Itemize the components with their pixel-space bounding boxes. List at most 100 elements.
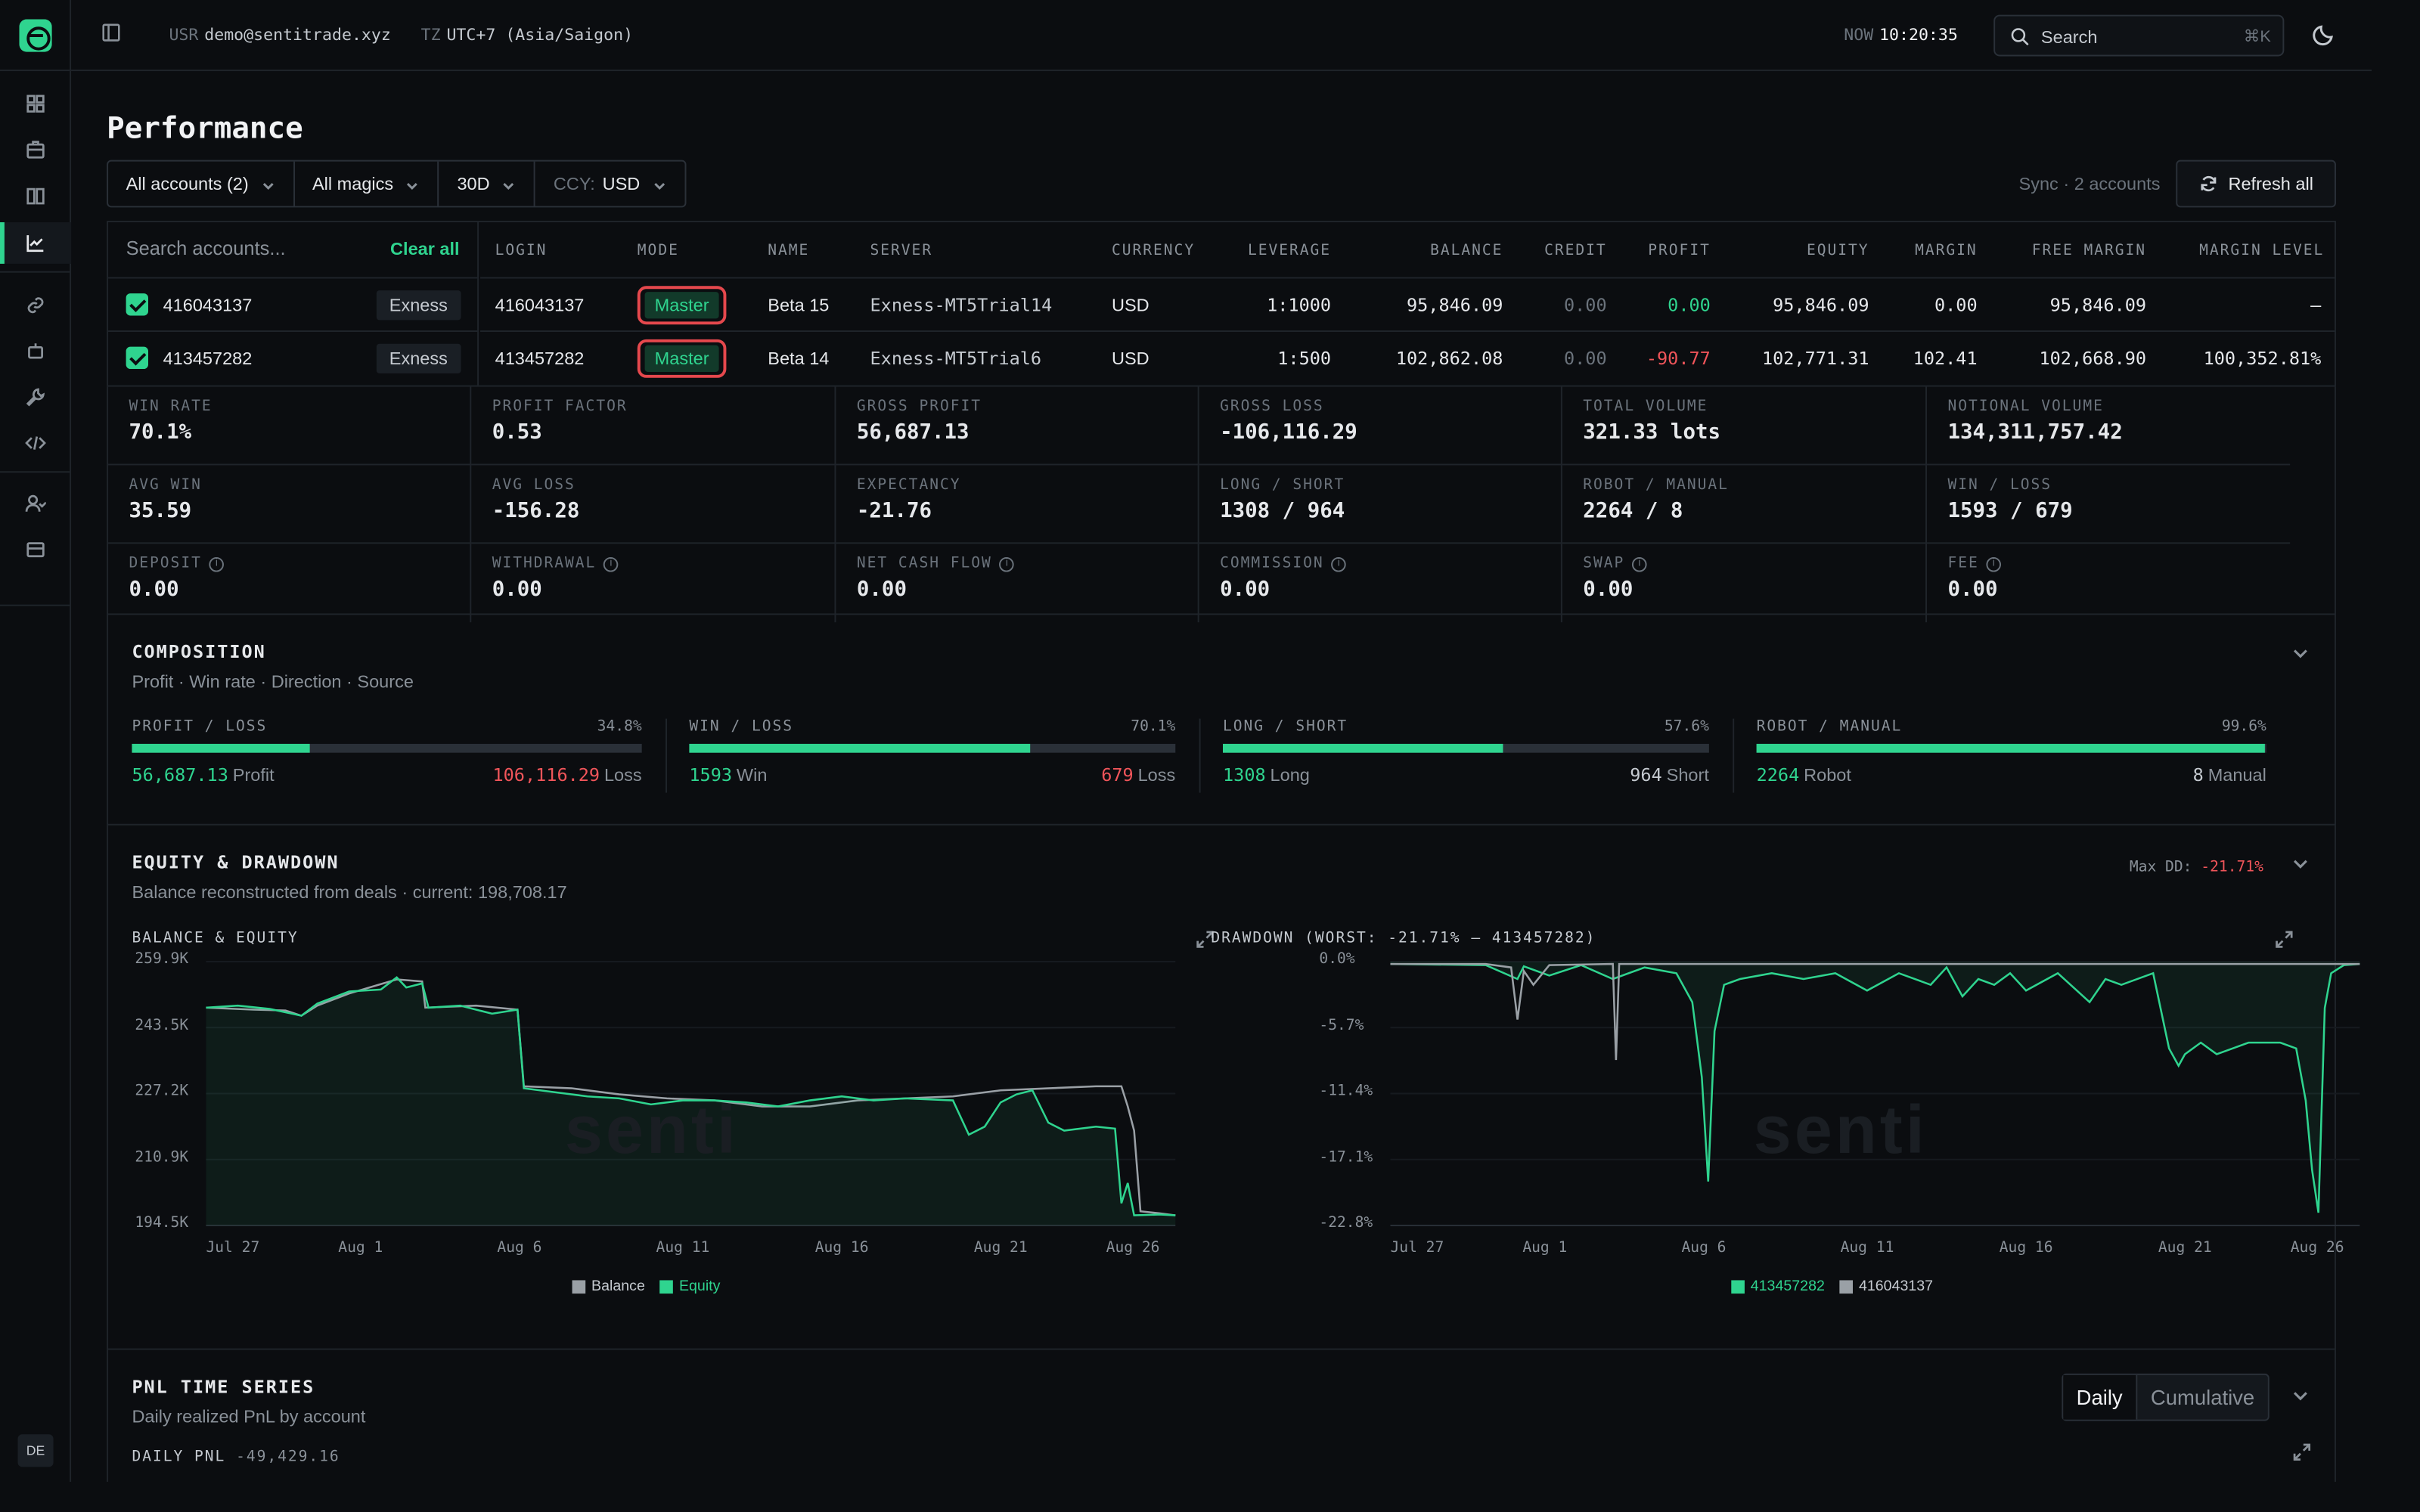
daily-pnl-title: DAILY PNL	[132, 1448, 226, 1466]
chevron-down-icon[interactable]	[2290, 643, 2310, 664]
account-search-input[interactable]: Search accounts...	[126, 237, 286, 259]
refresh-icon	[2201, 175, 2217, 192]
stat-value: 56,687.13	[856, 420, 970, 445]
mode-badge[interactable]: Master	[637, 339, 727, 378]
expand-icon[interactable]	[1196, 929, 1215, 948]
user-email: demo@sentitrade.xyz	[204, 25, 391, 45]
timezone: UTC+7 (Asia/Saigon)	[446, 25, 634, 45]
toggle-cumulative[interactable]: Cumulative	[2150, 1385, 2255, 1409]
sidebar-divider	[0, 604, 70, 606]
sync-status: Sync · 2 accounts	[2018, 173, 2161, 194]
legend-item[interactable]: Balance	[572, 1278, 645, 1295]
composition-left-value: 1593	[689, 764, 733, 785]
pnl-mode-toggle: Daily Cumulative	[2062, 1373, 2270, 1421]
col-header-server[interactable]: SERVER	[870, 243, 933, 259]
mode-badge[interactable]: Master	[637, 286, 727, 325]
account-select-row[interactable]: 413457282 Exness	[108, 330, 479, 384]
magics-filter-label: All magics	[312, 173, 394, 194]
info-icon[interactable]: i	[209, 556, 225, 572]
info-icon[interactable]: i	[1632, 556, 1647, 572]
info-icon[interactable]: i	[1986, 556, 2002, 572]
chevron-down-icon[interactable]	[2290, 1386, 2310, 1406]
chevron-down-icon	[260, 176, 275, 191]
chart-icon[interactable]	[20, 228, 50, 258]
margin-cell: 102.41	[1913, 348, 1978, 370]
stat-label: AVG WIN	[129, 477, 202, 494]
col-header-profit[interactable]: PROFIT	[1648, 243, 1711, 259]
code-icon[interactable]	[20, 428, 50, 457]
users-icon[interactable]	[20, 489, 50, 519]
currency-filter[interactable]: CCY: USD	[535, 162, 684, 206]
series-line-416043137	[1390, 962, 2360, 1061]
col-header-mode[interactable]: MODE	[637, 243, 679, 259]
clock: NOW 10:20:35	[1844, 25, 1958, 44]
link-icon[interactable]	[20, 290, 50, 320]
composition-bar-fill	[132, 743, 310, 753]
composition-right-label: Loss	[603, 764, 642, 785]
magics-filter[interactable]: All magics	[294, 161, 439, 206]
info-icon[interactable]: i	[1331, 556, 1347, 572]
y-tick-label: 259.9K	[135, 951, 189, 968]
legend-item[interactable]: 413457282	[1731, 1278, 1825, 1295]
col-header-free-margin[interactable]: FREE MARGIN	[2031, 243, 2147, 259]
account-login: 413457282	[163, 348, 253, 370]
col-header-credit[interactable]: CREDIT	[1544, 243, 1607, 259]
robot-icon[interactable]	[20, 336, 50, 366]
col-header-margin-level[interactable]: MARGIN LEVEL	[2199, 243, 2325, 259]
col-header-margin[interactable]: MARGIN	[1915, 243, 1978, 259]
logo-icon[interactable]	[19, 19, 52, 52]
language-button[interactable]: DE	[17, 1434, 54, 1467]
archive-icon[interactable]	[20, 535, 50, 565]
account-select-row[interactable]: 416043137 Exness	[108, 277, 479, 331]
info-icon[interactable]: i	[603, 556, 619, 572]
y-tick-label: -5.7%	[1319, 1017, 1364, 1034]
composition-pct: 34.8%	[597, 718, 642, 736]
refresh-all-button[interactable]: Refresh all	[2176, 160, 2336, 208]
composition-left: 2264 Robot	[1757, 764, 1851, 785]
series-line-balance	[206, 978, 1176, 1216]
checkbox[interactable]	[126, 293, 148, 316]
checkbox[interactable]	[126, 346, 148, 370]
y-tick-label: -11.4%	[1319, 1083, 1373, 1100]
server-cell: Exness-MT5Trial6	[870, 348, 1042, 370]
briefcase-icon[interactable]	[20, 135, 50, 164]
col-header-leverage[interactable]: LEVERAGE	[1247, 243, 1332, 259]
col-header-balance[interactable]: BALANCE	[1430, 243, 1503, 259]
legend-item[interactable]: Equity	[659, 1278, 720, 1295]
search-input[interactable]: Search ⌘K	[1993, 14, 2285, 57]
x-tick-label: Aug 21	[2158, 1240, 2212, 1257]
legend-label: 416043137	[1858, 1278, 1934, 1296]
credit-cell: 0.00	[1563, 295, 1607, 316]
info-icon[interactable]: i	[999, 556, 1015, 572]
x-tick-label: Jul 27	[1390, 1240, 1444, 1257]
clear-all-button[interactable]: Clear all	[390, 238, 460, 259]
expand-icon[interactable]	[2293, 1442, 2311, 1461]
expand-icon[interactable]	[2276, 929, 2294, 948]
dashboard-icon[interactable]	[20, 89, 50, 119]
sidebar-toggle-icon[interactable]	[101, 22, 124, 45]
toggle-daily[interactable]: Daily	[2063, 1374, 2138, 1420]
wrench-icon[interactable]	[20, 383, 50, 412]
legend-item[interactable]: 416043137	[1839, 1278, 1933, 1295]
moon-icon[interactable]	[2313, 22, 2339, 48]
balance-equity-chart: senti 259.9K 243.5K 227.2K 210.9K 194.5K Jul 2…	[108, 826, 1205, 1350]
col-header-login[interactable]: LOGIN	[495, 243, 548, 259]
book-icon[interactable]	[20, 181, 50, 210]
col-header-name[interactable]: NAME	[768, 243, 810, 259]
server-cell: Exness-MT5Trial14	[870, 295, 1053, 316]
col-header-currency[interactable]: CURRENCY	[1112, 243, 1196, 259]
period-filter[interactable]: 30D	[439, 161, 536, 206]
chevron-down-icon[interactable]	[2290, 854, 2310, 874]
stat-label-text: AVG WIN	[129, 477, 202, 494]
table-row[interactable]: 413457282 Master Beta 14 Exness-MT5Trial…	[480, 330, 2336, 384]
maxdd-label: Max DD:	[2129, 859, 2192, 876]
series-area	[1390, 962, 2360, 1213]
stat-label-text: WIN RATE	[129, 398, 213, 415]
accounts-filter[interactable]: All accounts (2)	[108, 161, 295, 206]
col-header-equity[interactable]: EQUITY	[1806, 243, 1869, 259]
legend-swatch	[1731, 1280, 1745, 1294]
balance-cell: 95,846.09	[1406, 295, 1503, 316]
composition-right: 964 Short	[1630, 764, 1709, 785]
currency-cell: USD	[1112, 348, 1150, 370]
table-row[interactable]: 416043137 Master Beta 15 Exness-MT5Trial…	[480, 277, 2336, 331]
